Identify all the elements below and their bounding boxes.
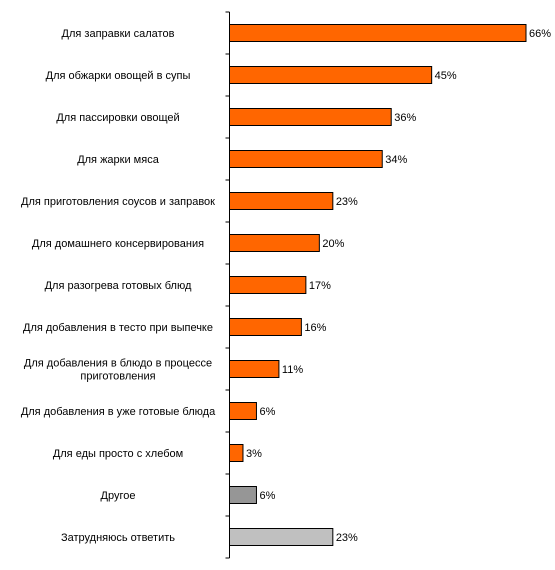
bar xyxy=(229,108,392,126)
bar xyxy=(229,192,334,210)
value-label: 20% xyxy=(322,238,344,250)
category-label: Затрудняюсь ответить xyxy=(61,532,175,544)
bar xyxy=(229,360,280,378)
category-label: Для еды просто с хлебом xyxy=(53,448,183,460)
value-labels: 66% 45% 36% 34% 23% 20% 17% 16% 11% 6% 3% 6% 23% xyxy=(246,28,551,544)
value-label: 17% xyxy=(309,280,331,292)
category-label: Для заправки салатов xyxy=(62,28,175,40)
bar xyxy=(229,444,244,462)
bar xyxy=(229,402,257,420)
category-label: Для обжарки овощей в супы xyxy=(46,70,191,82)
bar xyxy=(229,276,307,294)
bar xyxy=(229,66,433,84)
value-label: 3% xyxy=(246,448,262,460)
category-label: Для разогрева готовых блюд xyxy=(45,280,192,292)
category-label: Для жарки мяса xyxy=(77,154,160,166)
value-label: 6% xyxy=(259,406,275,418)
value-label: 23% xyxy=(336,196,358,208)
bar xyxy=(229,234,320,252)
value-label: 16% xyxy=(304,322,326,334)
category-label: Для добавления в тесто при выпечке xyxy=(23,322,213,334)
category-label: Для добавления в блюдо в процессе пригото… xyxy=(24,358,212,383)
category-label: Для домашнего консервирования xyxy=(32,238,204,250)
value-label: 66% xyxy=(529,28,551,40)
value-label: 34% xyxy=(385,154,407,166)
category-label: Другое xyxy=(101,490,136,502)
bar xyxy=(229,24,527,42)
y-axis-ticks xyxy=(225,11,230,559)
bar xyxy=(229,150,383,168)
value-label: 6% xyxy=(259,490,275,502)
category-label: Для приготовления соусов и заправок xyxy=(21,196,215,208)
category-labels: Для заправки салатов Для обжарки овощей в… xyxy=(21,28,216,544)
value-label: 23% xyxy=(336,532,358,544)
category-label: Для добавления в уже готовые блюда xyxy=(21,406,216,418)
bar xyxy=(229,318,302,336)
value-label: 45% xyxy=(435,70,457,82)
bar xyxy=(229,486,257,504)
bar xyxy=(229,528,334,546)
value-label: 11% xyxy=(282,364,303,376)
category-label: Для пассировки овощей xyxy=(56,112,179,124)
value-label: 36% xyxy=(394,112,416,124)
bars-group xyxy=(229,24,527,546)
